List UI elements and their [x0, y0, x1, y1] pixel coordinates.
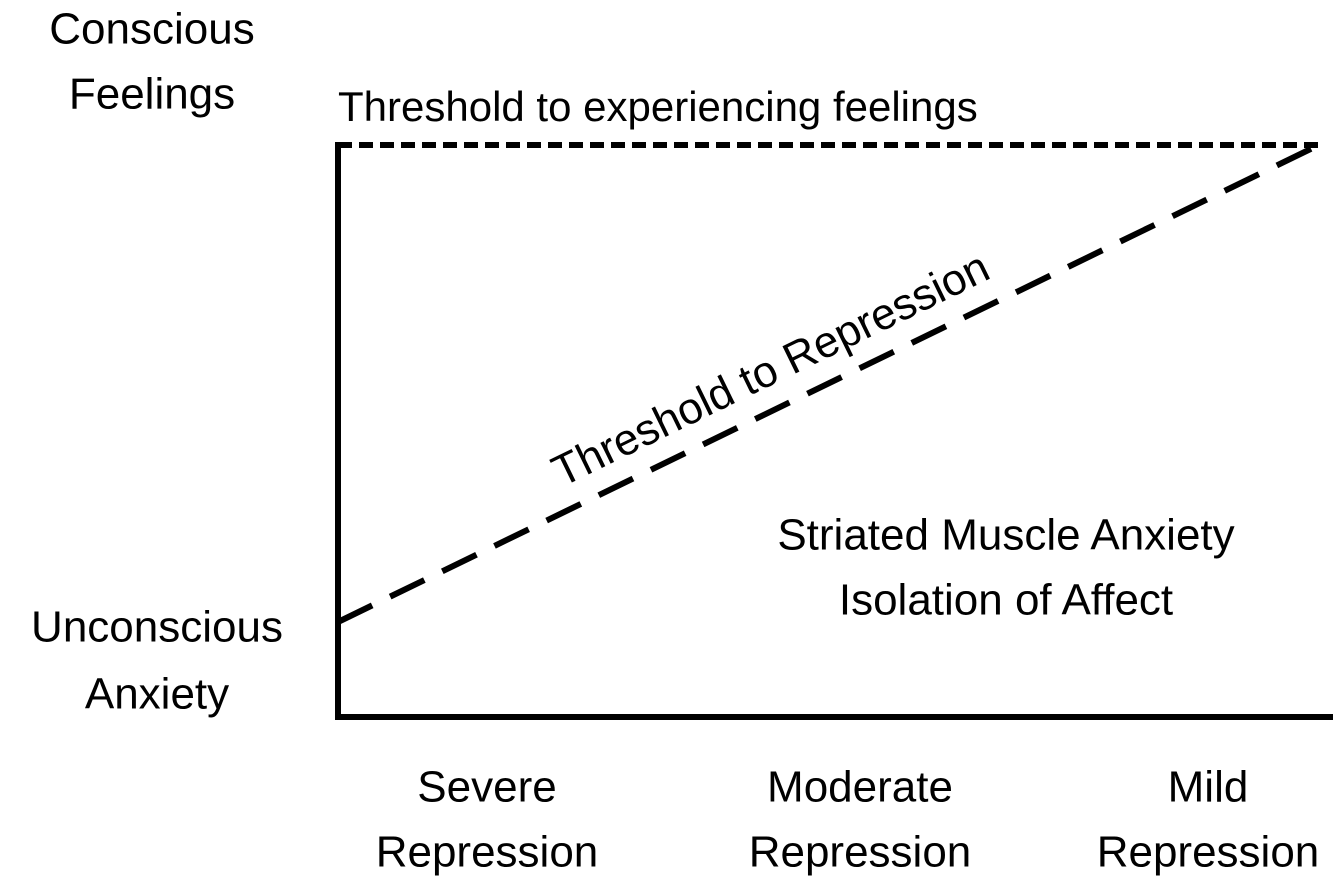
y-top-label: Feelings [69, 70, 235, 119]
x-label: Repression [376, 828, 599, 877]
x-label: Repression [1097, 828, 1320, 877]
lower-threshold-line [336, 139, 1327, 625]
y-bottom-label: Unconscious [31, 603, 283, 652]
y-top-label: Conscious [49, 5, 254, 54]
upper-threshold-label: Threshold to experiencing feelings [338, 83, 978, 130]
y-bottom-label: Anxiety [85, 670, 229, 719]
x-label: Repression [749, 828, 972, 877]
x-label: Moderate [767, 763, 953, 812]
x-label: Severe [417, 763, 556, 812]
lower-threshold-label: Threshold to Repression [545, 242, 997, 496]
region-label: Isolation of Affect [839, 576, 1173, 625]
x-label: Mild [1168, 763, 1249, 812]
region-label: Striated Muscle Anxiety [777, 511, 1234, 560]
